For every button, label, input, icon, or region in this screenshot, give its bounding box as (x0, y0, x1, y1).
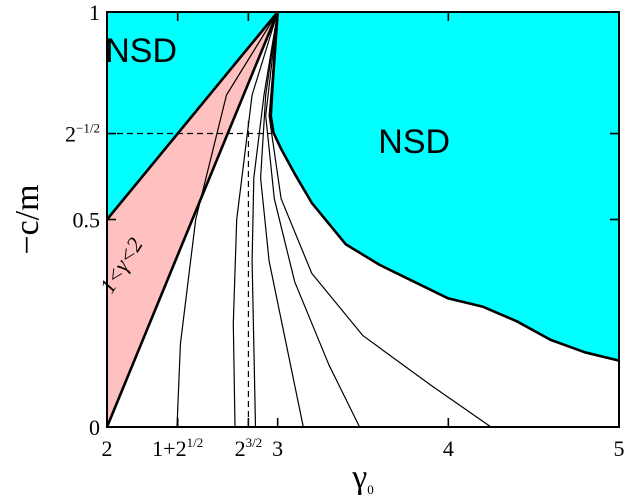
x-axis-label: γ0 (351, 459, 374, 497)
x-tick-label-3: 3 (272, 436, 283, 461)
ticks-layer: 2 1+21/2 23/2 3 4 5 0 0.5 2−1/2 1 (65, 0, 624, 461)
x-tick-label-5: 5 (614, 436, 625, 461)
lower-wedge-boundary (105, 11, 279, 428)
region-1 (270, 12, 619, 361)
curve-6 (268, 11, 492, 428)
y-tick-label-3: 1 (89, 0, 100, 25)
dashed-lines-layer (107, 119, 271, 427)
x-tick-label-1: 1+21/2 (152, 435, 203, 461)
curve-3 (251, 11, 279, 428)
upper-wedge-boundary (105, 11, 279, 221)
y-tick-label-2: 2−1/2 (65, 121, 100, 147)
x-tick-label-2: 23/2 (235, 435, 263, 461)
curve-1 (176, 11, 279, 428)
y-axis-label: −c/m (9, 184, 46, 254)
curves-layer (176, 11, 492, 428)
regions-layer (107, 12, 619, 427)
region-label-0: NSD (105, 32, 177, 70)
x-tick-label-4: 4 (443, 436, 454, 461)
boundaries-layer (105, 11, 620, 428)
curve-2 (232, 11, 279, 428)
curve-4 (260, 11, 304, 428)
y-tick-label-1: 0.5 (73, 208, 101, 233)
y-tick-label-0: 0 (89, 415, 100, 440)
curve-5 (265, 11, 361, 428)
nsd-boundary (269, 11, 620, 362)
region-label-1: NSD (378, 123, 450, 161)
x-tick-label-0: 2 (102, 436, 113, 461)
